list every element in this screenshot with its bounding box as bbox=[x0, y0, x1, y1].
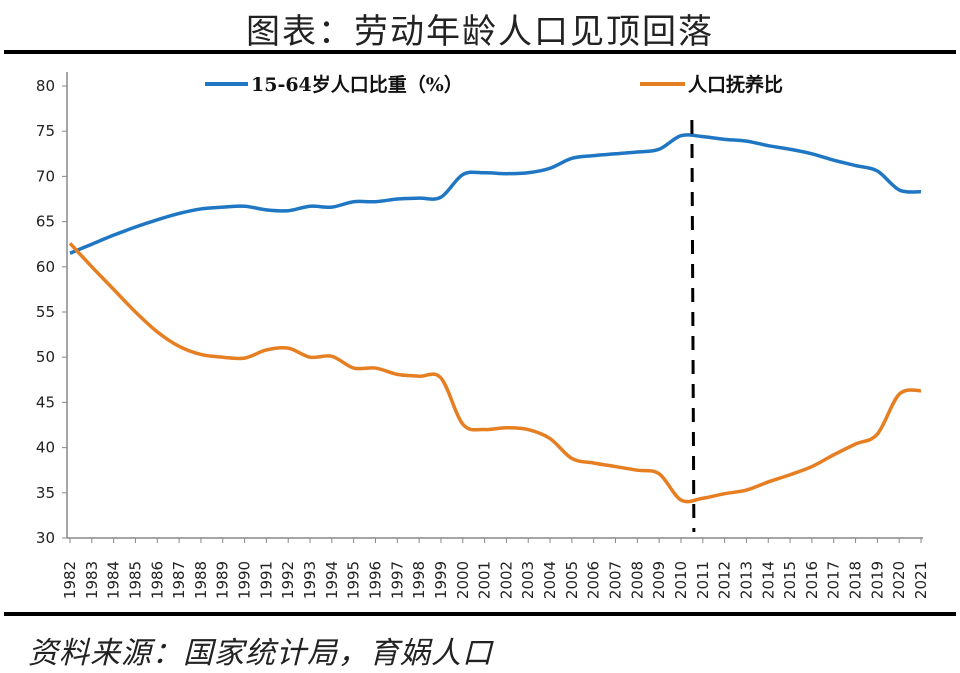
y-tick-label: 75 bbox=[36, 122, 55, 140]
x-tick-label: 1998 bbox=[410, 561, 428, 599]
legend: 15-64岁人口比重（%） 人口抚养比 bbox=[205, 73, 783, 96]
x-tick-label: 1997 bbox=[388, 561, 406, 599]
x-tick-label: 2008 bbox=[628, 561, 646, 599]
x-tick-label: 1994 bbox=[323, 561, 341, 599]
x-tick-label: 1987 bbox=[170, 561, 188, 599]
series-line-0 bbox=[69, 133, 922, 255]
y-tick-label: 50 bbox=[36, 348, 55, 366]
x-tick-label: 2010 bbox=[672, 561, 690, 599]
y-tick-label: 60 bbox=[36, 258, 55, 276]
y-tick-label: 70 bbox=[36, 167, 55, 185]
x-tick-label: 1989 bbox=[214, 561, 232, 599]
y-tick-label: 80 bbox=[36, 77, 55, 95]
x-tick-label: 2006 bbox=[585, 561, 603, 599]
x-tick-label: 2004 bbox=[541, 561, 559, 599]
chart-title: 图表：劳动年龄人口见顶回落 bbox=[246, 12, 714, 52]
x-tick-label: 1982 bbox=[61, 561, 79, 599]
bottom-rule bbox=[4, 612, 956, 616]
peak-marker-line bbox=[690, 119, 696, 533]
y-tick-label: 55 bbox=[36, 303, 55, 321]
x-tick-label: 1999 bbox=[432, 561, 450, 599]
y-tick-label: 35 bbox=[36, 484, 55, 502]
top-rule bbox=[4, 50, 956, 54]
x-tick-label: 2009 bbox=[650, 561, 668, 599]
x-tick-label: 2007 bbox=[607, 561, 625, 599]
x-tick-label: 2013 bbox=[737, 561, 755, 599]
x-tick-label: 1990 bbox=[236, 561, 254, 599]
x-tick-label: 1995 bbox=[345, 561, 363, 599]
x-tick-label: 2005 bbox=[563, 561, 581, 599]
legend-label-1: 人口抚养比 bbox=[688, 73, 783, 96]
x-tick-label: 1985 bbox=[126, 561, 144, 599]
x-tick-label: 2017 bbox=[825, 561, 843, 599]
x-tick-label: 2003 bbox=[519, 561, 537, 599]
y-tick-label: 45 bbox=[36, 393, 55, 411]
x-tick-label: 2016 bbox=[803, 561, 821, 599]
y-tick-label: 30 bbox=[36, 529, 55, 547]
y-tick-label: 65 bbox=[36, 213, 55, 231]
x-tick-label: 2019 bbox=[868, 561, 886, 599]
source-note: 资料来源：国家统计局，育娲人口 bbox=[28, 636, 493, 671]
series-line-1 bbox=[68, 242, 922, 504]
x-tick-label: 1993 bbox=[301, 561, 319, 599]
x-tick-label: 1986 bbox=[148, 561, 166, 599]
legend-label-0: 15-64岁人口比重（%） bbox=[251, 73, 463, 96]
x-tick-label: 1991 bbox=[257, 561, 275, 599]
x-tick-label: 2015 bbox=[781, 561, 799, 599]
x-tick-label: 1983 bbox=[83, 561, 101, 599]
x-tick-label: 2002 bbox=[497, 561, 515, 599]
x-tick-label: 2018 bbox=[847, 561, 865, 599]
x-tick-label: 2012 bbox=[716, 561, 734, 599]
x-tick-label: 2021 bbox=[912, 561, 930, 599]
x-tick-label: 1988 bbox=[192, 561, 210, 599]
x-tick-label: 1996 bbox=[366, 561, 384, 599]
x-tick-label: 2011 bbox=[694, 561, 712, 599]
y-tick-label: 40 bbox=[36, 439, 55, 457]
x-tick-label: 2014 bbox=[759, 561, 777, 599]
x-tick-label: 2020 bbox=[890, 561, 908, 599]
x-tick-label: 1984 bbox=[105, 561, 123, 599]
x-tick-label: 2001 bbox=[476, 561, 494, 599]
x-tick-label: 2000 bbox=[454, 561, 472, 599]
x-tick-label: 1992 bbox=[279, 561, 297, 599]
